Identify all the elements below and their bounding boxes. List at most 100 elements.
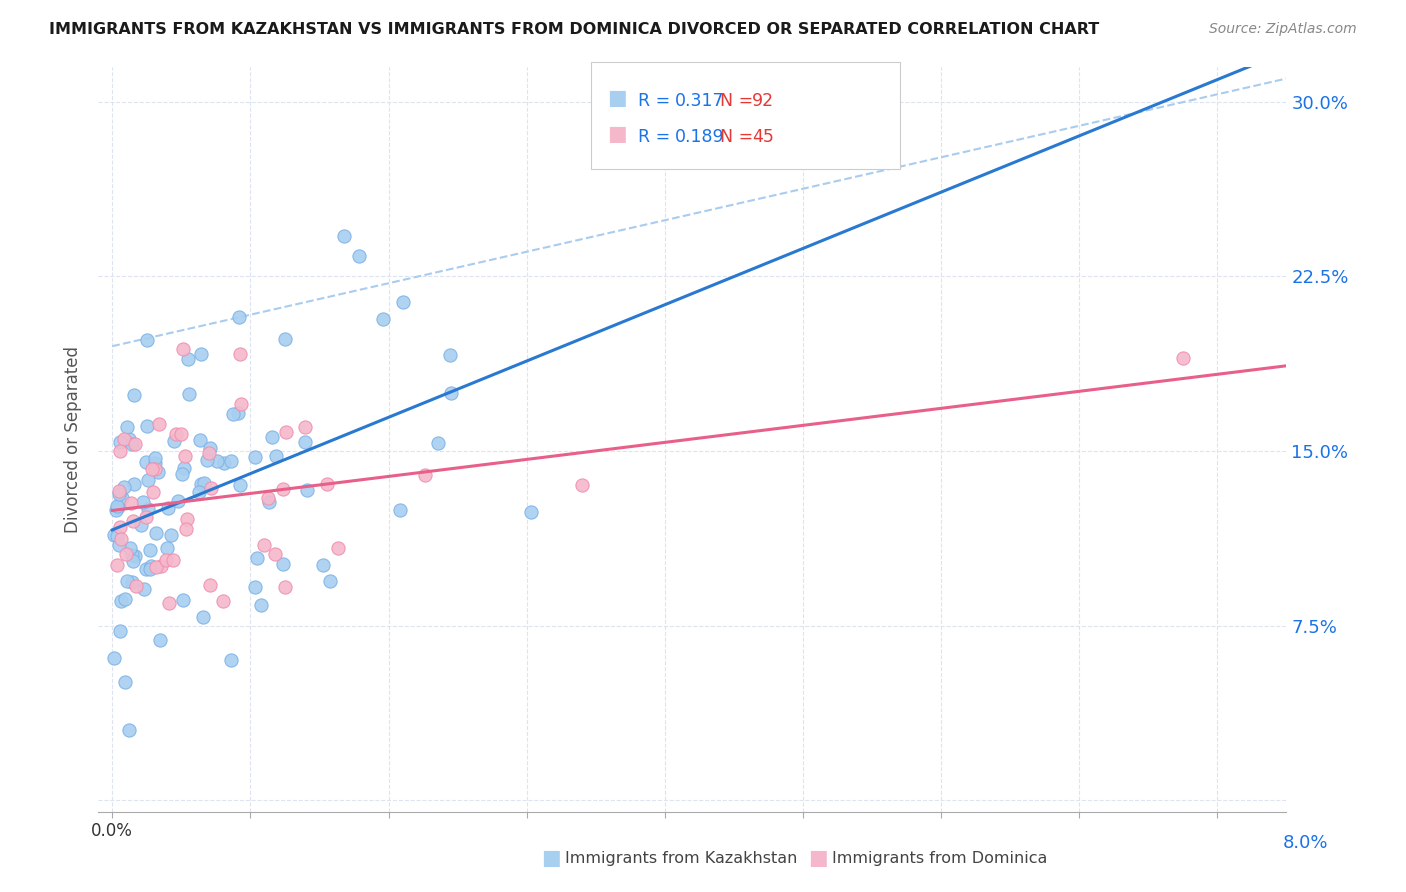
Point [316,476,339,491]
Point [114,592,136,607]
Point [103,651,125,665]
Point [112,432,135,446]
Point [211,593,233,607]
Text: N =: N = [720,128,759,145]
Point [257,495,280,509]
Point [245,550,267,565]
Point [347,249,370,263]
Point [276,425,298,439]
Point [243,580,266,594]
Point [134,582,156,596]
Point [111,491,134,505]
Point [207,454,229,468]
Point [250,599,273,613]
Point [229,397,252,411]
Point [136,333,159,347]
Point [136,474,159,488]
Point [188,485,211,500]
Point [121,437,143,451]
Point [373,312,395,326]
Point [188,434,211,448]
Text: IMMIGRANTS FROM KAZAKHSTAN VS IMMIGRANTS FROM DOMINICA DIVORCED OR SEPARATED COR: IMMIGRANTS FROM KAZAKHSTAN VS IMMIGRANTS… [49,22,1099,37]
Text: ■: ■ [808,848,828,868]
Point [142,485,165,500]
Point [138,502,160,516]
Point [167,493,190,508]
Point [253,537,276,551]
Point [155,553,177,567]
Point [388,502,411,516]
Point [105,528,128,542]
Point [228,310,250,324]
Point [117,723,139,738]
Point [260,430,283,444]
Point [125,579,148,593]
Point [326,541,349,556]
Point [172,342,194,356]
Point [110,443,132,458]
Point [200,481,222,495]
Point [124,549,146,563]
Point [122,388,145,402]
Text: 0.189: 0.189 [675,128,724,145]
Point [157,500,180,515]
Point [257,491,280,505]
Point [121,515,143,529]
Point [1171,351,1194,365]
Point [271,482,294,496]
Point [333,228,356,243]
Text: ■: ■ [607,88,627,108]
Point [103,528,125,542]
Text: 0.317: 0.317 [675,92,724,110]
Point [108,435,131,450]
Point [108,519,131,533]
Point [117,432,139,446]
Point [274,580,297,594]
Point [162,553,184,567]
Text: 45: 45 [752,128,775,145]
Point [294,420,316,434]
Point [413,467,436,482]
Point [115,419,138,434]
Point [107,538,129,552]
Point [146,465,169,479]
Point [163,434,186,449]
Point [312,558,335,572]
Point [143,462,166,476]
Point [229,347,252,361]
Point [212,456,235,470]
Point [200,577,222,591]
Point [263,547,285,561]
Point [121,575,143,590]
Text: 8.0%: 8.0% [1284,834,1329,852]
Point [115,547,138,561]
Point [110,594,132,608]
Point [120,496,142,510]
Point [198,446,221,460]
Text: Source: ZipAtlas.com: Source: ZipAtlas.com [1209,22,1357,37]
Text: Immigrants from Kazakhstan: Immigrants from Kazakhstan [565,851,797,865]
Text: N =: N = [720,92,759,110]
Point [174,449,197,463]
Point [520,505,543,519]
Point [135,510,157,524]
Text: 92: 92 [752,92,775,110]
Point [115,574,138,589]
Text: ■: ■ [541,848,561,868]
Point [195,453,218,467]
Point [245,450,267,465]
Point [122,553,145,567]
Point [294,435,316,450]
Point [392,294,415,309]
Point [120,541,142,556]
Point [191,610,214,624]
Text: Immigrants from Dominica: Immigrants from Dominica [832,851,1047,865]
Point [121,548,143,562]
Point [169,426,191,441]
Point [228,406,250,420]
Point [143,451,166,466]
Point [190,477,212,491]
Point [190,347,212,361]
Point [271,557,294,571]
Point [139,543,162,558]
